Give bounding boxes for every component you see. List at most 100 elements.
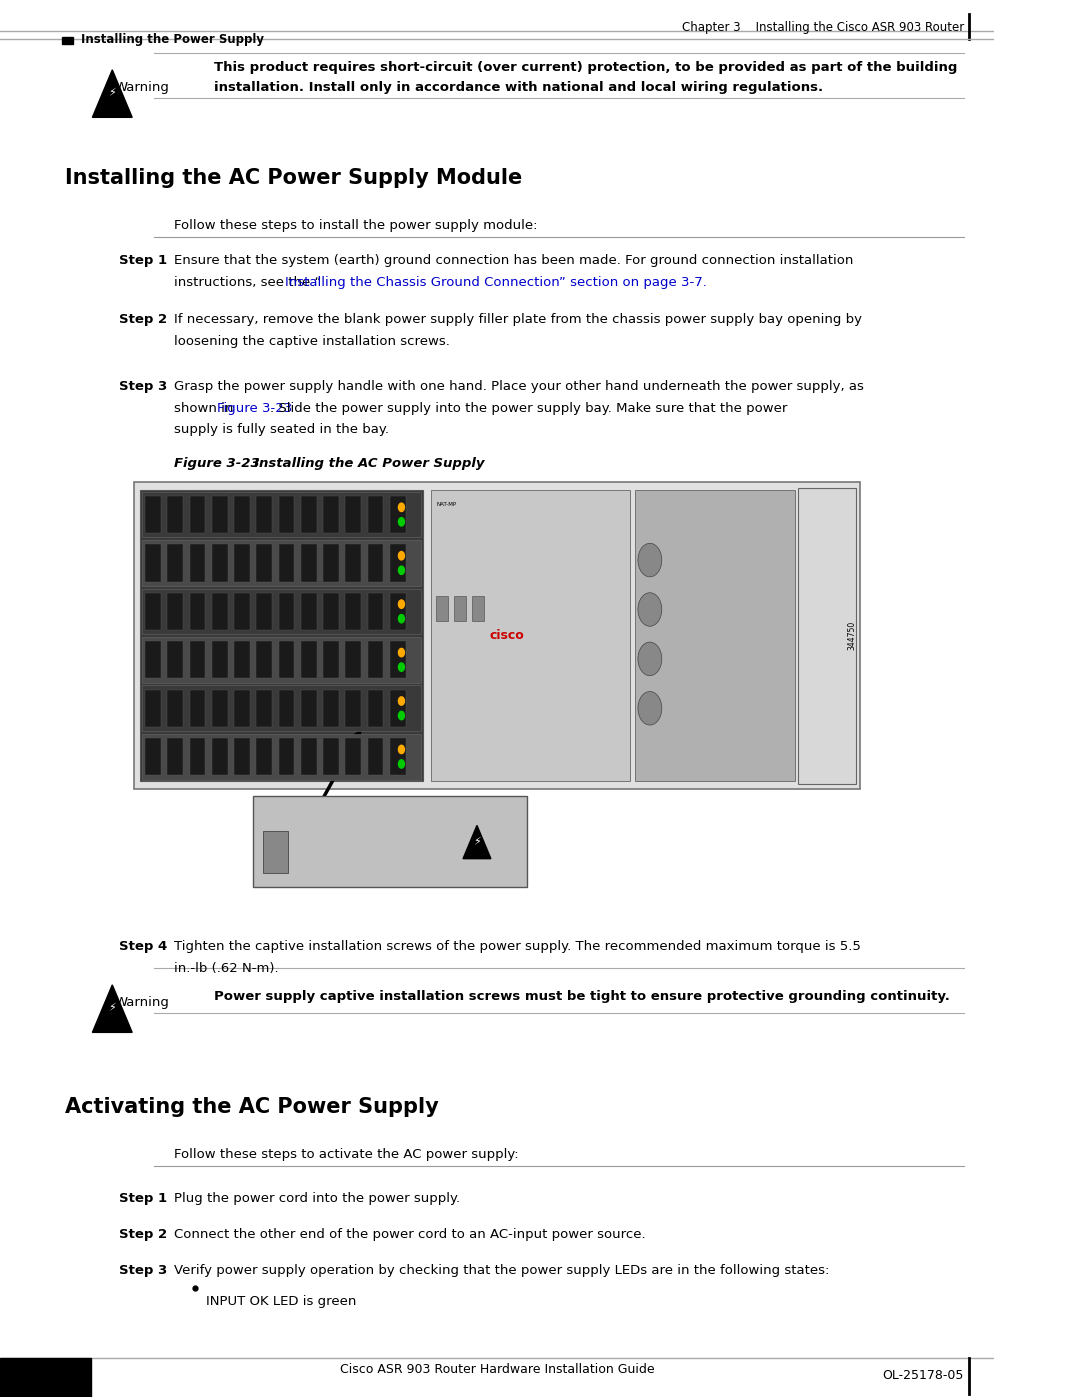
Bar — [190, 641, 205, 679]
Text: Tighten the captive installation screws of the power supply. The recommended max: Tighten the captive installation screws … — [174, 940, 861, 953]
Bar — [431, 490, 630, 781]
Bar — [367, 641, 383, 679]
Bar — [300, 738, 316, 775]
Bar — [323, 690, 339, 726]
Text: loosening the captive installation screws.: loosening the captive installation screw… — [174, 335, 449, 348]
Text: Figure 3-23: Figure 3-23 — [217, 402, 293, 415]
Circle shape — [399, 745, 404, 753]
Text: Step 2: Step 2 — [119, 313, 167, 326]
Text: ⚡: ⚡ — [473, 837, 481, 847]
Bar — [145, 690, 161, 726]
Bar — [212, 690, 228, 726]
Text: shown in: shown in — [174, 402, 238, 415]
Bar — [234, 690, 249, 726]
Bar — [436, 597, 448, 622]
Bar — [323, 738, 339, 775]
Text: Power supply captive installation screws must be tight to ensure protective grou: Power supply captive installation screws… — [214, 990, 949, 1003]
Bar — [323, 641, 339, 679]
Bar — [143, 733, 421, 780]
Circle shape — [399, 648, 404, 657]
Bar — [323, 545, 339, 581]
Bar — [256, 738, 272, 775]
Bar — [390, 690, 406, 726]
Bar — [367, 738, 383, 775]
Text: Grasp the power supply handle with one hand. Place your other hand underneath th: Grasp the power supply handle with one h… — [174, 380, 864, 393]
Circle shape — [638, 643, 662, 676]
Circle shape — [399, 760, 404, 768]
Bar — [300, 592, 316, 630]
Circle shape — [638, 543, 662, 577]
Bar — [256, 496, 272, 534]
Text: PRIS: PRIS — [409, 598, 420, 604]
Bar — [390, 641, 406, 679]
Text: Chapter 3    Installing the Cisco ASR 903 Router: Chapter 3 Installing the Cisco ASR 903 R… — [681, 21, 963, 34]
Bar — [367, 545, 383, 581]
Text: Step 2: Step 2 — [119, 1228, 167, 1241]
Text: Warning: Warning — [114, 81, 170, 94]
Bar — [190, 690, 205, 726]
Bar — [279, 592, 295, 630]
Circle shape — [399, 599, 404, 608]
Text: Installing the AC Power Supply: Installing the AC Power Supply — [231, 457, 484, 469]
Text: ⚡: ⚡ — [108, 1003, 117, 1014]
Text: NAT-MP: NAT-MP — [436, 502, 457, 507]
Text: in.-lb (.62 N-m).: in.-lb (.62 N-m). — [174, 963, 279, 975]
Text: Step 3: Step 3 — [119, 380, 167, 393]
Text: Installing the Chassis Ground Connection” section on page 3-7.: Installing the Chassis Ground Connection… — [285, 277, 706, 289]
Bar — [367, 690, 383, 726]
Bar — [300, 690, 316, 726]
Bar — [143, 541, 421, 585]
Text: PRIS: PRIS — [409, 696, 420, 700]
Bar — [279, 545, 295, 581]
Bar — [134, 482, 860, 789]
Bar — [234, 545, 249, 581]
Bar — [167, 496, 184, 534]
Bar — [62, 38, 72, 45]
Bar — [167, 641, 184, 679]
Bar — [212, 592, 228, 630]
Circle shape — [399, 697, 404, 705]
Circle shape — [399, 664, 404, 672]
Bar — [346, 690, 361, 726]
Bar — [300, 641, 316, 679]
Text: Installing the Power Supply: Installing the Power Supply — [81, 34, 265, 46]
Text: Step 1: Step 1 — [119, 254, 167, 267]
Text: 3-28: 3-28 — [27, 1369, 65, 1384]
Circle shape — [638, 592, 662, 626]
Bar — [145, 545, 161, 581]
Bar — [367, 496, 383, 534]
Bar — [390, 545, 406, 581]
Text: instructions, see the “: instructions, see the “ — [174, 277, 321, 289]
Text: Warning: Warning — [114, 996, 170, 1009]
Text: INPUT OK LED is green: INPUT OK LED is green — [205, 1295, 356, 1308]
Text: . Slide the power supply into the power supply bay. Make sure that the power: . Slide the power supply into the power … — [270, 402, 787, 415]
Bar — [145, 738, 161, 775]
Bar — [367, 592, 383, 630]
Circle shape — [399, 503, 404, 511]
Bar — [212, 738, 228, 775]
Bar — [323, 592, 339, 630]
Bar — [323, 496, 339, 534]
Bar — [635, 490, 795, 781]
Bar — [454, 597, 467, 622]
Bar — [143, 686, 421, 731]
Circle shape — [399, 518, 404, 527]
Bar — [190, 496, 205, 534]
Text: STAT: STAT — [409, 566, 421, 571]
Bar — [390, 738, 406, 775]
Text: Step 4: Step 4 — [119, 940, 167, 953]
Bar — [145, 592, 161, 630]
Bar — [190, 738, 205, 775]
Bar — [145, 641, 161, 679]
Bar — [167, 738, 184, 775]
Polygon shape — [463, 826, 491, 859]
Bar — [256, 592, 272, 630]
Text: STAT: STAT — [409, 760, 421, 766]
Bar — [300, 545, 316, 581]
Bar — [234, 641, 249, 679]
Bar — [212, 545, 228, 581]
Bar — [346, 545, 361, 581]
Text: 344750: 344750 — [847, 622, 856, 650]
Bar — [167, 545, 184, 581]
Text: STAT: STAT — [409, 711, 421, 717]
